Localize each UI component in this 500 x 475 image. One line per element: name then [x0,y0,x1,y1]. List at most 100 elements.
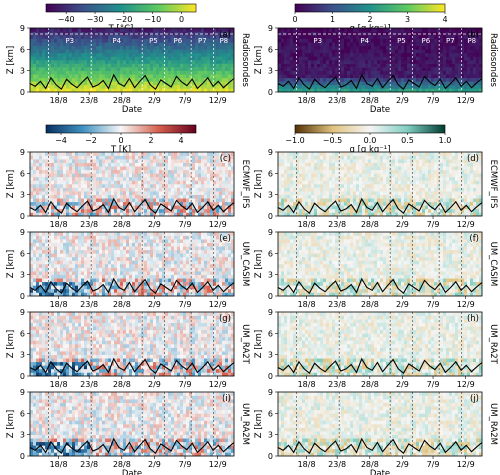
heatmap-cell [168,162,172,167]
heatmap-cell [186,176,190,181]
heatmap-cell [323,56,327,61]
heatmap-cell [63,88,67,93]
heatmap-cell [180,31,184,36]
heatmap-cell [338,52,342,57]
heatmap-cell [311,191,315,195]
heatmap-cell [410,28,414,32]
heatmap-cell [290,35,294,39]
heatmap-cell [84,169,88,174]
heatmap-cell [308,88,312,93]
heatmap-cell [401,84,405,89]
heatmap-cell [156,42,160,47]
heatmap-cell [213,194,217,199]
heatmap-cell [168,31,172,36]
heatmap-cell [201,166,205,171]
heatmap-cell [183,187,187,192]
heatmap-cell [108,212,112,217]
heatmap-cell [344,159,348,163]
heatmap-cell [120,212,124,217]
heatmap-cell [225,74,229,79]
heatmap-cell [96,173,100,178]
heatmap-cell [344,194,348,199]
heatmap-cell [383,45,387,50]
heatmap-cell [338,70,342,75]
heatmap-cell [126,159,130,163]
heatmap-cell [111,77,115,82]
heatmap-cell [335,31,339,36]
heatmap-cell [368,28,372,32]
heatmap-cell [410,212,414,217]
heatmap-cell [198,35,202,39]
heatmap-cell [186,208,190,213]
heatmap-cell [102,155,106,160]
heatmap-cell [389,176,393,181]
heatmap-cell [180,49,184,54]
heatmap-cell [138,31,142,36]
heatmap-cell [323,169,327,174]
heatmap-cell [470,201,474,206]
heatmap-cell [102,35,106,39]
heatmap-cell [470,187,474,192]
heatmap-cell [42,88,46,93]
heatmap-cell [437,84,441,89]
heatmap-cell [231,184,235,188]
heatmap-cell [114,198,118,203]
heatmap-cell [78,77,82,82]
heatmap-cell [45,42,49,47]
heatmap-cell [386,155,390,160]
heatmap-cell [398,81,402,86]
heatmap-cell [63,77,67,82]
heatmap-cell [392,159,396,163]
heatmap-cell [431,52,435,57]
heatmap-cell [90,159,94,163]
heatmap-cell [443,159,447,163]
heatmap-cell [186,84,190,89]
heatmap-cell [63,194,67,199]
heatmap-cell [33,45,37,50]
heatmap-cell [398,212,402,217]
heatmap-cell [162,159,166,163]
heatmap-cell [359,180,363,185]
heatmap-cell [84,201,88,206]
heatmap-cell [105,74,109,79]
heatmap-cell [440,169,444,174]
heatmap-cell [368,187,372,192]
heatmap-cell [440,49,444,54]
heatmap-cell [78,187,82,192]
heatmap-cell [195,205,199,210]
heatmap-cell [464,74,468,79]
heatmap-cell [317,84,321,89]
heatmap-cell [66,38,70,43]
heatmap-cell [302,74,306,79]
heatmap-cell [102,63,106,68]
heatmap-cell [365,67,369,71]
heatmap-cell [422,49,426,54]
heatmap-cell [476,49,480,54]
heatmap-cell [99,194,103,199]
heatmap-cell [413,162,417,167]
heatmap-cell [75,169,79,174]
heatmap-cell [189,191,193,195]
heatmap-cell [437,162,441,167]
heatmap-cell [389,187,393,192]
heatmap-cell [189,201,193,206]
heatmap-cell [228,169,232,174]
heatmap-cell [407,187,411,192]
heatmap-cell [153,208,157,213]
heatmap-cell [141,155,145,160]
heatmap-cell [120,31,124,36]
heatmap-cell [461,60,465,64]
heatmap-cell [141,176,145,181]
heatmap-cell [410,208,414,213]
heatmap-cell [42,31,46,36]
heatmap-cell [374,205,378,210]
heatmap-cell [81,35,85,39]
heatmap-cell [398,84,402,89]
heatmap-cell [141,49,145,54]
heatmap-cell [105,155,109,160]
heatmap-cell [153,184,157,188]
heatmap-cell [437,184,441,188]
heatmap-cell [135,198,139,203]
heatmap-cell [422,52,426,57]
heatmap-cell [225,60,229,64]
